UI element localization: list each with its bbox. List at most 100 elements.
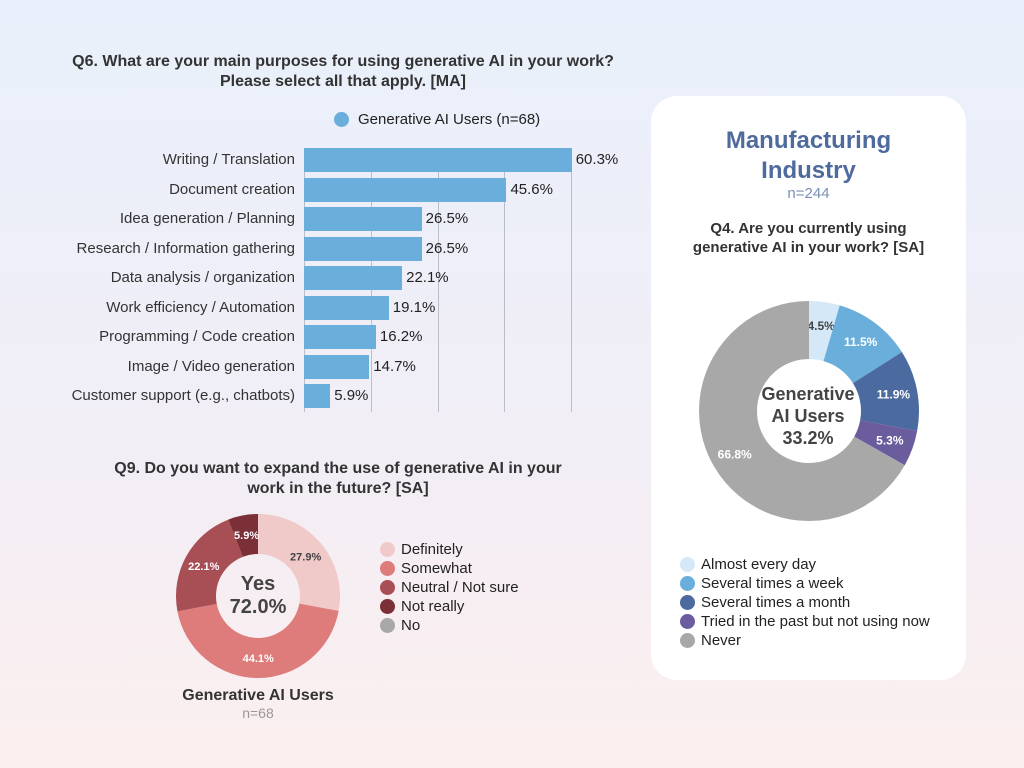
q9-title: Q9. Do you want to expand the use of gen… — [40, 459, 636, 499]
donut-slice-label: 44.1% — [243, 653, 274, 665]
legend-item: Almost every day — [680, 555, 930, 574]
legend-label: Almost every day — [701, 556, 817, 573]
legend-item: Several times a week — [680, 574, 930, 593]
legend-dot-icon — [380, 580, 395, 595]
donut-slice — [809, 301, 840, 362]
q9-center-label: Yes 72.0% — [208, 573, 308, 619]
q6-title-line1: Q6. What are your main purposes for usin… — [72, 53, 614, 70]
donut-slice — [177, 603, 339, 678]
bar — [304, 207, 422, 231]
card-title-line2: Industry — [761, 157, 856, 184]
bar-category-label: Document creation — [169, 180, 295, 198]
bar — [304, 266, 403, 290]
bar — [304, 148, 572, 172]
q9-caption-n: n=68 — [242, 705, 274, 721]
q6-title: Q6. What are your main purposes for usin… — [40, 52, 646, 92]
legend-label: Definitely — [401, 541, 463, 558]
legend-label: Several times a month — [701, 594, 851, 611]
bar — [304, 354, 370, 379]
legend-dot-icon — [380, 599, 395, 614]
legend-dot-icon — [680, 576, 695, 591]
q9-title-line2: work in the future? [SA] — [247, 480, 429, 497]
bar-value-label: 26.5% — [425, 210, 469, 227]
bar — [304, 295, 389, 320]
bar-category-label: Image / Video generation — [127, 357, 295, 375]
bar-value-label: 19.1% — [392, 298, 436, 316]
q9-caption: Generative AI Users n=68 — [158, 686, 358, 722]
donut-slice — [699, 301, 905, 521]
q9-center-line2: 72.0% — [229, 596, 287, 618]
q9-center-line1: Yes — [240, 573, 276, 595]
q4-title-line1: Q4. Are you currently using — [710, 220, 907, 237]
legend-label: Neutral / Not sure — [401, 579, 519, 596]
legend-dot-icon — [334, 112, 349, 127]
q6-bar-chart: Writing / Translation 60.3% Document creat… — [0, 0, 650, 420]
legend-dot-icon — [680, 614, 695, 629]
legend-item: Definitely — [380, 540, 519, 559]
legend-dot-icon — [380, 618, 395, 633]
legend-item: No — [380, 616, 519, 635]
q9-legend: Definitely Somewhat Neutral / Not sure Not … — [380, 540, 519, 635]
legend-label: Several times a week — [701, 575, 844, 592]
legend-label: Never — [701, 632, 742, 649]
bar-value-label: 26.5% — [425, 239, 469, 257]
donut-slice — [258, 514, 340, 611]
bar-value-label: 22.1% — [406, 269, 449, 286]
bar-category-label: Writing / Translation — [162, 151, 295, 168]
legend-dot-icon — [380, 561, 395, 576]
bar-category-label: Work efficiency / Automation — [106, 298, 295, 316]
gridline — [504, 148, 506, 412]
gridline — [437, 148, 439, 412]
bar — [304, 325, 376, 349]
card-title: Manufacturing Industry — [651, 126, 966, 186]
q4-donut-chart: 4.5% 11.5% 11.9% 5.3% 66.8% — [699, 301, 919, 521]
bar-category-label: Idea generation / Planning — [119, 210, 295, 227]
donut-slice-label: 4.5% — [807, 319, 835, 333]
legend-label: Tried in the past but not using now — [701, 613, 930, 630]
donut-slice — [854, 420, 918, 466]
q6-title-line2: Please select all that apply. [MA] — [219, 73, 466, 90]
donut-slice — [176, 519, 243, 612]
legend-dot-icon — [680, 633, 695, 648]
q4-title-line2: generative AI in your work? [SA] — [692, 239, 925, 256]
legend-label: Somewhat — [401, 560, 472, 577]
q4-title: Q4. Are you currently using generative A… — [651, 219, 966, 257]
bar — [304, 177, 507, 202]
bar-value-label: 5.9% — [334, 387, 369, 404]
donut-slice — [852, 352, 919, 431]
card-n: n=244 — [787, 185, 830, 202]
legend-item: Never — [680, 631, 930, 650]
q6-legend-label: Generative AI Users (n=68) — [358, 111, 541, 128]
legend-item: Somewhat — [380, 559, 519, 578]
card-title-line1: Manufacturing — [725, 127, 892, 154]
q4-center-label: Generative AI Users 33.2% — [743, 383, 873, 449]
donut-slice-label: 22.1% — [188, 561, 219, 573]
legend-item: Neutral / Not sure — [380, 578, 519, 597]
legend-item: Tried in the past but not using now — [680, 612, 930, 631]
q4-legend: Almost every day Several times a week Seve… — [680, 555, 930, 650]
donut-slice-label: 11.9% — [877, 388, 911, 402]
q6-legend: Generative AI Users (n=68) — [334, 111, 540, 128]
legend-item: Not really — [380, 597, 519, 616]
donut-slice-label: 11.5% — [844, 335, 878, 349]
bar-value-label: 14.7% — [373, 357, 416, 375]
q4-center-line2: AI Users — [771, 406, 845, 426]
donut-slice-label: 27.9% — [290, 551, 321, 563]
bar-value-label: 60.3% — [575, 151, 619, 168]
legend-dot-icon — [380, 542, 395, 557]
bar-category-label: Customer support (e.g., chatbots) — [71, 387, 295, 404]
donut-slice-label: 66.8% — [718, 447, 752, 461]
legend-dot-icon — [680, 595, 695, 610]
donut-slice — [823, 305, 902, 384]
donut-slice-label: 5.3% — [876, 433, 904, 447]
bar — [304, 384, 331, 408]
gridline — [571, 148, 572, 412]
bar — [304, 236, 422, 261]
q9-caption-title: Generative AI Users — [182, 687, 334, 704]
q4-center-line1: Generative — [761, 384, 855, 404]
bar-category-label: Research / Information gathering — [76, 239, 295, 257]
donut-slice-label: 5.9% — [234, 530, 259, 542]
bar-category-label: Data analysis / organization — [110, 269, 295, 286]
legend-label: No — [401, 617, 421, 634]
q9-title-line1: Q9. Do you want to expand the use of gen… — [114, 460, 562, 477]
